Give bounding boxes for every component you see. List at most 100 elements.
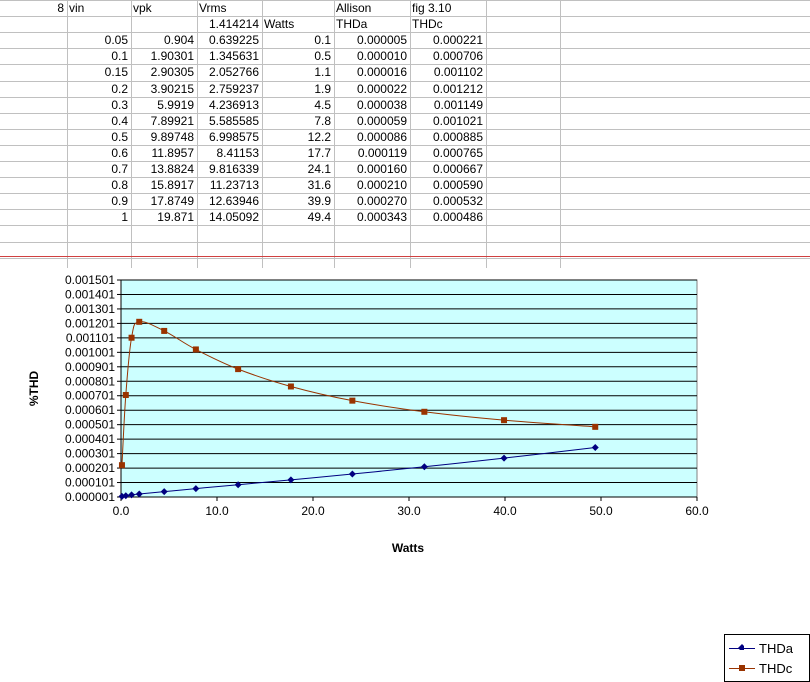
sheet-cell[interactable]: vin (69, 1, 85, 15)
plot-area[interactable] (120, 279, 698, 498)
sheet-cell[interactable]: 0.3 (111, 98, 128, 112)
sheet-cell[interactable]: 49.4 (307, 210, 331, 224)
sheet-cell[interactable]: 0.1 (314, 33, 331, 47)
data-point-thdc[interactable] (161, 327, 168, 334)
thd-chart[interactable]: 0.0000010.0001010.0002010.0003010.000401… (0, 268, 810, 557)
data-point-thda[interactable] (348, 470, 356, 478)
sheet-cell[interactable]: 0.000486 (432, 210, 483, 224)
sheet-cell[interactable]: 31.6 (307, 178, 331, 192)
sheet-cell[interactable]: 0.000119 (357, 146, 407, 160)
sheet-cell[interactable]: 0.000885 (432, 130, 483, 144)
data-point-thda[interactable] (420, 463, 428, 471)
sheet-cell[interactable]: 0.6 (111, 146, 128, 160)
sheet-cell[interactable]: 6.998575 (208, 130, 259, 144)
data-point-thdc[interactable] (118, 462, 125, 469)
data-point-thdc[interactable] (287, 383, 294, 390)
sheet-cell[interactable]: 0.000086 (356, 130, 407, 144)
sheet-cell[interactable]: 1.1 (314, 65, 331, 79)
sheet-cell[interactable]: 0.000038 (356, 98, 407, 112)
sheet-cell[interactable]: 0.9 (111, 194, 128, 208)
sheet-cell[interactable]: 0.5 (111, 130, 128, 144)
sheet-cell[interactable]: 0.000010 (356, 49, 407, 63)
sheet-cell[interactable]: 0.4 (111, 114, 128, 128)
data-point-thda[interactable] (128, 491, 136, 499)
sheet-cell[interactable]: 0.000270 (356, 194, 407, 208)
sheet-cell[interactable]: 0.000706 (432, 49, 483, 63)
sheet-cell[interactable]: 0.000590 (432, 178, 483, 192)
sheet-cell[interactable]: 14.05092 (208, 210, 259, 224)
chart-object[interactable]: 0.000001 0.000101 0.000201 0.000301 0.000401… (0, 268, 810, 682)
sheet-cell[interactable]: 0.000221 (432, 33, 483, 47)
sheet-cell[interactable]: 0.000667 (432, 162, 483, 176)
sheet-cell[interactable]: 2.759237 (208, 82, 259, 96)
sheet-cell[interactable]: 5.9919 (157, 98, 194, 112)
sheet-cell[interactable]: 0.7 (111, 162, 128, 176)
sheet-cell[interactable]: vpk (133, 1, 152, 15)
sheet-cell[interactable]: 8.41153 (216, 146, 260, 160)
sheet-cell[interactable]: 8 (57, 1, 64, 15)
sheet-cell[interactable]: 24.1 (307, 162, 331, 176)
data-point-thda[interactable] (500, 454, 508, 462)
data-point-thda[interactable] (122, 492, 130, 500)
sheet-cell[interactable]: THDc (412, 17, 443, 31)
sheet-cell[interactable]: 11.8957 (151, 146, 195, 160)
sheet-cell[interactable]: 12.2 (307, 130, 331, 144)
sheet-cell[interactable]: 9.89748 (150, 130, 194, 144)
sheet-cell[interactable]: 1.414214 (208, 17, 259, 31)
sheet-cell[interactable]: 1.90301 (150, 49, 194, 63)
data-point-thdc[interactable] (235, 366, 242, 373)
data-point-thda[interactable] (135, 490, 143, 498)
sheet-cell[interactable]: THDa (336, 17, 368, 31)
sheet-cell[interactable]: 39.9 (307, 194, 331, 208)
sheet-cell[interactable]: 4.236913 (208, 98, 259, 112)
sheet-cell[interactable]: 0.000210 (356, 178, 407, 192)
sheet-cell[interactable]: 0.000160 (356, 162, 407, 176)
sheet-cell[interactable]: 0.000765 (432, 146, 483, 160)
sheet-cell[interactable]: 0.000343 (356, 210, 407, 224)
sheet-cell[interactable]: 11.23713 (209, 178, 259, 192)
sheet-cell[interactable]: 0.1 (111, 49, 128, 63)
sheet-cell[interactable]: 9.816339 (208, 162, 259, 176)
sheet-cell[interactable]: 0.8 (111, 178, 128, 192)
sheet-cell[interactable]: 7.8 (314, 114, 331, 128)
sheet-cell[interactable]: 0.000005 (356, 33, 407, 47)
sheet-cell[interactable]: 7.89921 (150, 114, 194, 128)
sheet-cell[interactable]: 0.5 (314, 49, 331, 63)
sheet-cell[interactable]: 0.000059 (356, 114, 407, 128)
data-point-thda[interactable] (591, 444, 599, 452)
data-point-thda[interactable] (192, 485, 200, 493)
sheet-cell[interactable]: 0.05 (104, 33, 128, 47)
sheet-cell[interactable]: 4.5 (314, 98, 331, 112)
data-point-thda[interactable] (287, 476, 295, 484)
data-point-thdc[interactable] (128, 334, 135, 341)
data-point-thdc[interactable] (349, 397, 356, 404)
chart-legend[interactable]: THDa THDc (724, 634, 810, 682)
sheet-cell[interactable]: Vrms (199, 1, 227, 15)
data-point-thdc[interactable] (192, 346, 199, 353)
data-point-thdc[interactable] (122, 392, 129, 399)
sheet-cell[interactable]: 2.90305 (150, 65, 194, 79)
sheet-cell[interactable]: Allison (336, 1, 372, 15)
sheet-cell[interactable]: 1.345631 (208, 49, 259, 63)
sheet-cell[interactable]: 0.001149 (433, 98, 483, 112)
data-point-thdc[interactable] (421, 408, 428, 415)
sheet-cell[interactable]: 2.052766 (208, 65, 259, 79)
data-point-thdc[interactable] (592, 423, 599, 430)
sheet-cell[interactable]: 19.871 (157, 210, 194, 224)
sheet-cell[interactable]: 17.8749 (150, 194, 194, 208)
sheet-cell[interactable]: 12.63946 (208, 194, 259, 208)
sheet-cell[interactable]: 5.585585 (208, 114, 259, 128)
sheet-cell[interactable]: 0.001102 (433, 65, 483, 79)
series-line-thdc[interactable] (121, 321, 596, 466)
sheet-cell[interactable]: 1 (121, 210, 128, 224)
sheet-cell[interactable]: 15.8917 (150, 178, 194, 192)
sheet-cell[interactable]: 3.90215 (150, 82, 194, 96)
sheet-cell[interactable]: 0.000016 (356, 65, 407, 79)
sheet-cell[interactable]: 17.7 (307, 146, 331, 160)
sheet-cell[interactable]: 1.9 (314, 82, 331, 96)
data-point-thda[interactable] (160, 488, 168, 496)
data-point-thda[interactable] (234, 481, 242, 489)
data-point-thdc[interactable] (501, 417, 508, 424)
sheet-cell[interactable]: 13.8824 (150, 162, 194, 176)
data-point-thda[interactable] (118, 492, 126, 500)
